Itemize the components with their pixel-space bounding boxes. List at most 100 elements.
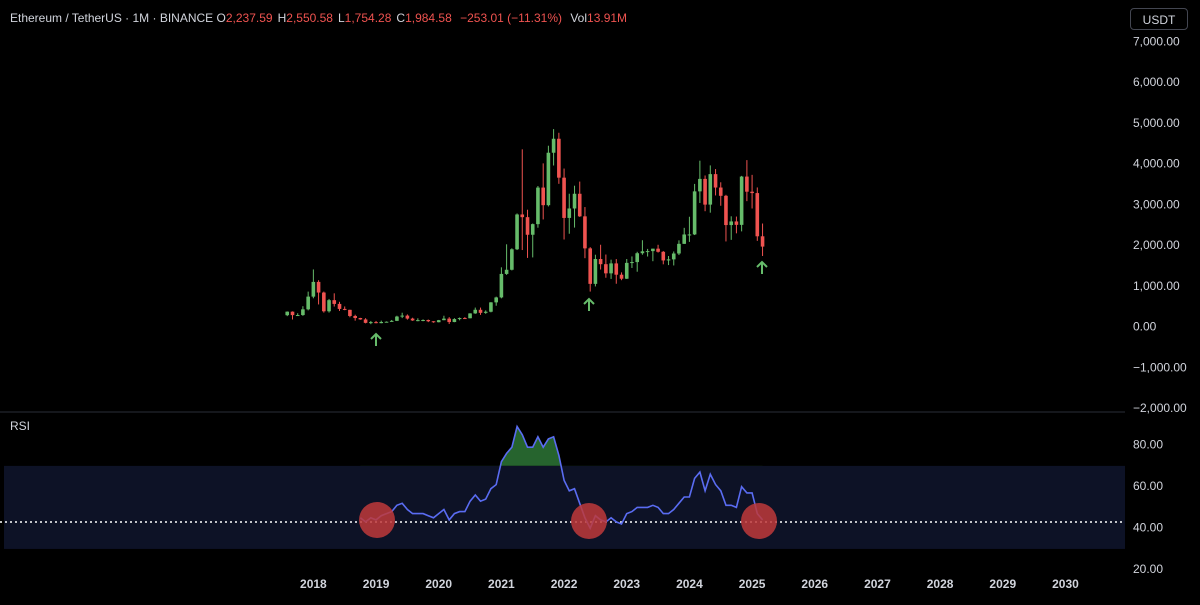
x-tick-label: 2022 xyxy=(551,577,578,591)
candle-body xyxy=(635,253,640,263)
candle-body xyxy=(624,262,629,279)
ohlc-label: H xyxy=(277,11,287,25)
candle-body xyxy=(442,318,446,321)
x-tick-label: 2024 xyxy=(676,577,703,591)
candle-body xyxy=(353,315,357,319)
candle-body xyxy=(515,214,519,250)
x-tick-label: 2027 xyxy=(864,577,891,591)
y-tick-label: 60.00 xyxy=(1133,479,1163,493)
y-tick-label: −1,000.00 xyxy=(1133,360,1187,374)
x-tick-label: 2019 xyxy=(363,577,390,591)
candle-body xyxy=(473,309,478,314)
ohlc-value: 1,984.58 xyxy=(405,11,452,25)
ohlc-value: 1,754.28 xyxy=(344,11,392,25)
highlight-circle xyxy=(359,502,395,538)
candle-body xyxy=(499,273,504,298)
candle-body xyxy=(395,316,399,321)
candle-body xyxy=(551,138,556,153)
y-tick-label: 80.00 xyxy=(1133,437,1163,451)
y-tick-label: 4,000.00 xyxy=(1133,157,1180,171)
y-tick-label: 1,000.00 xyxy=(1133,279,1180,293)
candle-body xyxy=(583,216,587,249)
y-tick-label: 5,000.00 xyxy=(1133,116,1180,130)
candle-body xyxy=(687,234,692,236)
x-tick-label: 2018 xyxy=(300,577,327,591)
candle-body xyxy=(306,296,310,310)
candle-body xyxy=(718,187,723,196)
candle-body xyxy=(489,302,493,312)
highlight-circle xyxy=(571,503,607,539)
arrow xyxy=(370,332,382,346)
y-tick-label: 20.00 xyxy=(1133,562,1163,576)
candle-body xyxy=(739,176,744,225)
candle-body xyxy=(389,320,394,322)
candle-body xyxy=(734,221,739,225)
candle-body xyxy=(698,178,702,192)
candle-body xyxy=(463,318,467,320)
candle-body xyxy=(656,248,660,252)
candle-body xyxy=(682,234,687,244)
y-tick-label: 3,000.00 xyxy=(1133,197,1180,211)
candle-body xyxy=(285,311,290,316)
candle-body xyxy=(436,320,441,323)
rsi-band xyxy=(4,465,1125,549)
candle-body xyxy=(661,251,666,261)
candle-body xyxy=(400,315,404,317)
candle-body xyxy=(379,321,384,324)
arrow xyxy=(370,260,768,346)
candle-body xyxy=(562,177,566,218)
candle-body xyxy=(483,311,488,313)
candle-body xyxy=(666,259,671,261)
candle-body xyxy=(332,300,337,304)
candle-body xyxy=(410,318,415,321)
candle-body xyxy=(614,263,619,275)
candle-body xyxy=(478,309,483,313)
candle-body xyxy=(348,309,352,316)
x-tick-label: 2020 xyxy=(425,577,452,591)
y-tick-label: 0.00 xyxy=(1133,320,1157,334)
candle-body xyxy=(745,176,749,192)
candle-body xyxy=(750,191,754,194)
candle-body xyxy=(703,178,707,205)
candle-body xyxy=(384,321,389,323)
rsi-line xyxy=(359,424,764,531)
y-tick-label: 40.00 xyxy=(1133,520,1163,534)
candle-body xyxy=(322,292,326,312)
ohlc-values: O2,237.59 H2,550.58 L1,754.28 C1,984.58 xyxy=(217,11,457,25)
candle-body xyxy=(301,309,305,316)
candle-body xyxy=(557,138,561,178)
y-tick-label: 7,000.00 xyxy=(1133,34,1180,48)
x-tick-label: 2028 xyxy=(927,577,954,591)
candle-body xyxy=(431,321,436,323)
candle-body xyxy=(609,263,613,274)
y-tick-label: 6,000.00 xyxy=(1133,75,1180,89)
x-tick-label: 2025 xyxy=(739,577,766,591)
candle-body xyxy=(290,311,295,316)
candle-body xyxy=(494,297,498,303)
candle-body xyxy=(677,243,681,254)
y-tick-label: 2,000.00 xyxy=(1133,238,1180,252)
symbol-title: Ethereum / TetherUS · 1M · BINANCE xyxy=(10,11,214,25)
candle-body xyxy=(510,249,514,270)
candle-body xyxy=(416,320,420,322)
candle-body xyxy=(374,322,378,324)
candle-body xyxy=(405,315,410,319)
candle-body xyxy=(645,251,650,253)
candle-body xyxy=(530,224,535,235)
candle-body xyxy=(342,308,347,310)
arrow xyxy=(756,260,768,274)
candle-body xyxy=(337,303,342,309)
currency-button[interactable]: USDT xyxy=(1130,8,1188,30)
ohlc-label: O xyxy=(216,11,226,25)
candle-body xyxy=(541,187,545,206)
candle-body xyxy=(295,315,300,317)
candle-body xyxy=(598,259,603,265)
x-tick-label: 2030 xyxy=(1052,577,1079,591)
marks: 7,000.00 6,000.00 5,000.00 4,000.00 3,000.00… xyxy=(0,34,1187,591)
candle-body xyxy=(760,236,765,247)
x-tick-label: 2021 xyxy=(488,577,515,591)
ohlc-label: L xyxy=(337,11,345,25)
overbought-fill xyxy=(500,426,562,466)
